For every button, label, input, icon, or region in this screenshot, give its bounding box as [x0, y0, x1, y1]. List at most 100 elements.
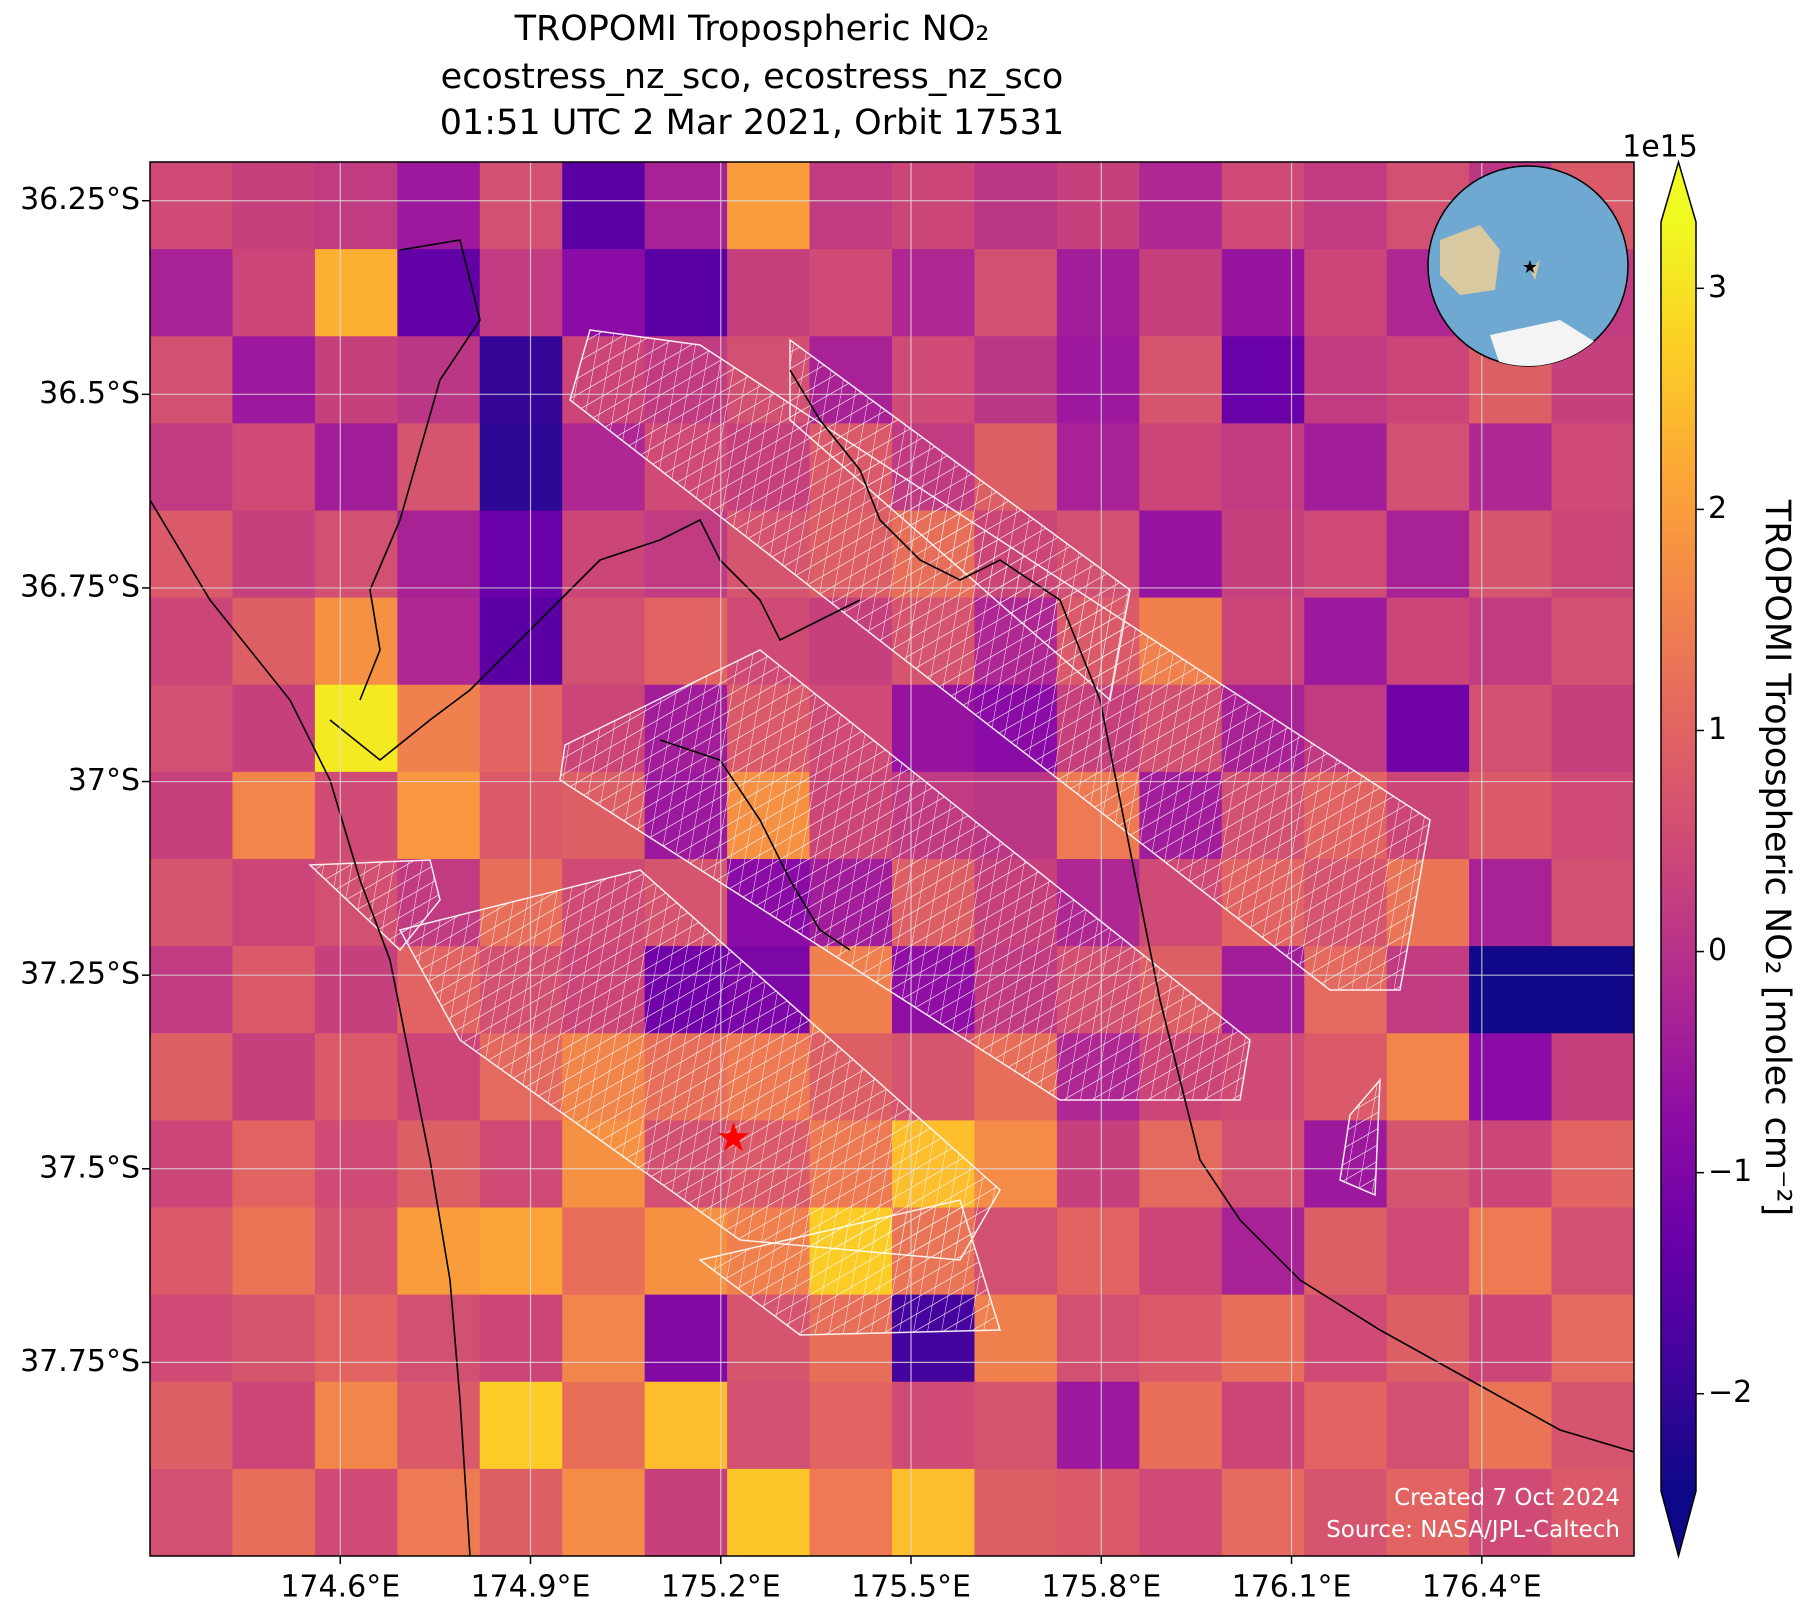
cell: [1304, 1468, 1388, 1556]
coast: [789, 369, 1634, 1453]
cell: [1386, 684, 1470, 773]
cell: [479, 162, 563, 250]
swath: [559, 649, 1251, 1101]
cell: [644, 1468, 728, 1556]
cell: [1304, 1207, 1388, 1296]
cell: [232, 771, 316, 860]
cell: [397, 1120, 481, 1208]
cell: [150, 1033, 233, 1121]
cell: [1221, 162, 1305, 250]
cell: [232, 162, 316, 250]
cell: [562, 249, 646, 337]
cell: [1139, 336, 1223, 424]
globe-star: ★: [1522, 257, 1538, 278]
cell: [232, 1381, 316, 1470]
coastline: [150, 239, 1634, 1556]
swath: [698, 1199, 1002, 1336]
cell: [562, 1468, 646, 1556]
cell: [479, 1381, 563, 1470]
cell: [562, 597, 646, 686]
grid: [150, 162, 1634, 1556]
colorbar-tick-label: −2: [1708, 1375, 1752, 1410]
y-tick-label: 37.75°S: [20, 1344, 140, 1379]
cell: [1139, 1381, 1223, 1470]
cell: [1221, 336, 1305, 424]
cell: [314, 771, 398, 860]
cell: [1469, 510, 1553, 599]
cell: [1386, 1120, 1470, 1208]
x-tick-label: 176.1°E: [1232, 1570, 1352, 1605]
cell: [397, 249, 481, 337]
colorbar-extend-bottom: [1661, 1491, 1696, 1556]
cell: [1056, 1120, 1140, 1208]
cell: [232, 859, 316, 947]
cell: [1304, 597, 1388, 686]
cell: [1221, 1207, 1305, 1296]
title-line: ecostress_nz_sco, ecostress_nz_sco: [441, 57, 1064, 97]
australia: [1440, 225, 1500, 295]
cell: [1551, 510, 1634, 599]
cell: [397, 423, 481, 511]
y-tick-label: 37.25°S: [20, 957, 140, 992]
cell: [1056, 162, 1140, 250]
cell: [150, 684, 233, 773]
cell: [1551, 859, 1634, 947]
cell: [479, 684, 563, 773]
cell: [479, 1468, 563, 1556]
cell: [479, 336, 563, 424]
cell: [1551, 1120, 1634, 1208]
cell: [1139, 1294, 1223, 1383]
cell: [397, 1294, 481, 1383]
map-frame: [149, 161, 1635, 1557]
y-tick-label: 36.75°S: [20, 569, 140, 604]
cell: [232, 510, 316, 599]
cell: [1469, 423, 1553, 511]
cell: [150, 859, 233, 947]
swath: [569, 329, 1431, 991]
cell: [562, 1381, 646, 1470]
y-tick-label: 36.5°S: [39, 376, 140, 411]
cell: [1056, 249, 1140, 337]
cell: [397, 771, 481, 860]
cell: [1139, 510, 1223, 599]
annotation: Source: NASA/JPL-Caltech: [1326, 1517, 1620, 1543]
cell: [1056, 1207, 1140, 1296]
cell: [1139, 1207, 1223, 1296]
colorbar-tick-label: −1: [1708, 1154, 1752, 1189]
site-marker: ★: [716, 1115, 752, 1161]
cell: [314, 336, 398, 424]
cell: [314, 249, 398, 337]
cell: [1386, 597, 1470, 686]
cell: [974, 1381, 1058, 1470]
cell: [1469, 1120, 1553, 1208]
cell: [150, 1294, 233, 1383]
cell: [397, 684, 481, 773]
cell: [1551, 946, 1634, 1034]
cell: [644, 162, 728, 250]
cell: [1221, 1120, 1305, 1208]
cell: [314, 162, 398, 250]
cell: [314, 597, 398, 686]
cell: [974, 162, 1058, 250]
cell: [1386, 510, 1470, 599]
cell: [1221, 249, 1305, 337]
colorbar-label: TROPOMI Tropospheric NO₂ [molec cm⁻²]: [1757, 499, 1797, 1216]
cell: [644, 249, 728, 337]
cell: [727, 1381, 811, 1470]
cell: [974, 1468, 1058, 1556]
cell: [232, 1120, 316, 1208]
cell: [1304, 510, 1388, 599]
cell: [727, 1468, 811, 1556]
cell: [1221, 1294, 1305, 1383]
cell: [974, 1207, 1058, 1296]
cell: [150, 771, 233, 860]
swaths: [308, 329, 1431, 1336]
cell: [1304, 1381, 1388, 1470]
cell: [1469, 771, 1553, 860]
cell: [1386, 1468, 1470, 1556]
cell: [479, 1294, 563, 1383]
colorbar-gradient: [1661, 222, 1696, 1491]
cell: [1386, 1294, 1470, 1383]
cell: [1469, 859, 1553, 947]
